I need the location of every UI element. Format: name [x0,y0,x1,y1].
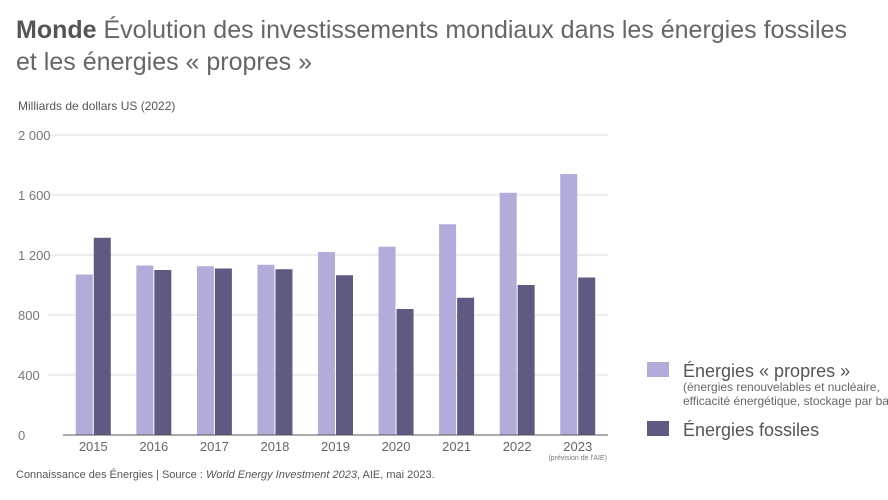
bar-fossil-2020 [396,309,414,435]
x-tick-label-2022: 2022 [503,439,532,454]
legend-swatch-clean [647,362,669,377]
bar-clean-2023 [560,174,578,435]
y-tick-label-2000: 2 000 [18,128,51,143]
x-tick-note-2023: (prévision de l'AIE) [548,455,607,462]
bar-fossil-2019 [336,275,353,435]
title-main: Évolution des investissements mondiaux d… [103,16,847,44]
title-region: Monde [16,16,97,44]
bar-clean-2016 [136,265,154,435]
bar-fossil-2015 [93,237,111,435]
legend-swatch-fossil [647,421,669,436]
legend-label-clean: Énergies « propres » [683,361,850,381]
legend-sublabel-clean-2: efficacité énergétique, stockage par bat… [683,394,888,408]
y-tick-label-400: 400 [18,368,40,383]
bar-fossil-2018 [275,269,293,435]
x-tick-label-2023: 2023 [563,439,592,454]
bar-fossil-2021 [457,297,475,435]
x-tick-label-2021: 2021 [442,439,471,454]
x-tick-label-2019: 2019 [321,439,350,454]
x-tick-label-2018: 2018 [260,439,289,454]
legend: Énergies « propres » (énergies renouvela… [647,361,888,440]
y-tick-label-0: 0 [18,428,25,443]
bar-clean-2022 [499,192,517,435]
bar-clean-2018 [257,264,275,435]
bar-clean-2020 [378,246,396,435]
y-tick-labels: 0 400 800 1 200 1 600 2 000 [18,128,51,443]
source-note: Connaissance des Énergies | Source : Wor… [16,469,435,481]
legend-sublabel-clean-1: (énergies renouvelables et nucléaire, [683,380,880,394]
x-tick-label-2015: 2015 [79,439,108,454]
bar-clean-2017 [196,266,214,435]
y-axis-unit-label: Milliards de dollars US (2022) [18,99,175,113]
bar-fossil-2023 [578,277,596,435]
bars [75,174,596,435]
bar-clean-2021 [439,224,457,435]
x-tick-label-2017: 2017 [200,439,229,454]
bar-fossil-2016 [154,270,172,435]
x-tick-label-2020: 2020 [382,439,411,454]
chart-title: Monde Évolution des investissements mond… [16,14,876,78]
y-tick-label-1200: 1 200 [18,248,51,263]
legend-label-fossil: Énergies fossiles [683,420,819,440]
bar-fossil-2022 [517,285,535,435]
source-report-title: World Energy Investment 2023 [205,469,357,481]
x-category-labels: 2015 2016 2017 2018 2019 2020 2021 2022 2023(pré… [79,439,607,462]
title-line2: et les énergies « propres » [16,48,313,76]
bar-clean-2019 [318,252,335,435]
source-prefix: Connaissance des Énergies | Source : [16,469,206,481]
y-tick-label-1600: 1 600 [18,188,51,203]
x-tick-label-2016: 2016 [139,439,168,454]
source-suffix: , AIE, mai 2023. [357,469,435,481]
y-tick-label-800: 800 [18,308,40,323]
bar-fossil-2017 [214,268,232,435]
bar-clean-2015 [75,274,93,435]
